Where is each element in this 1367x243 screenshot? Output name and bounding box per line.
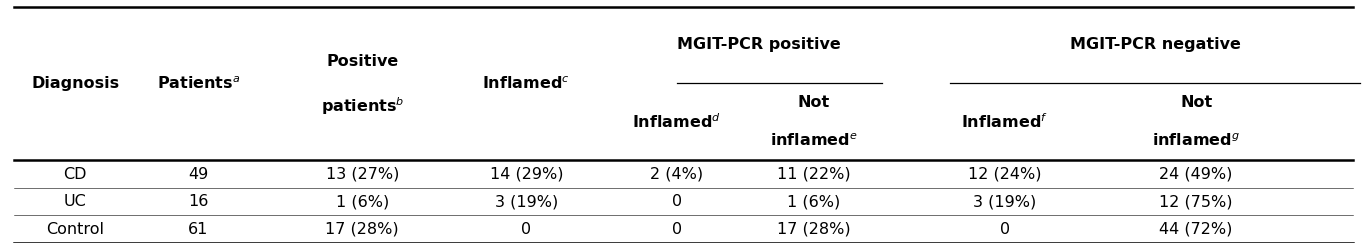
Text: inflamed$^{g}$: inflamed$^{g}$ [1152,133,1240,149]
Text: 17 (28%): 17 (28%) [776,222,850,237]
Text: 2 (4%): 2 (4%) [651,167,703,182]
Text: 14 (29%): 14 (29%) [489,167,563,182]
Text: Not: Not [1180,95,1213,110]
Text: Positive: Positive [327,54,398,69]
Text: 49: 49 [189,167,208,182]
Text: Diagnosis: Diagnosis [31,76,119,91]
Text: 1 (6%): 1 (6%) [787,194,839,209]
Text: UC: UC [64,194,86,209]
Text: Control: Control [46,222,104,237]
Text: Inflamed$^{d}$: Inflamed$^{d}$ [633,112,720,131]
Text: MGIT-PCR negative: MGIT-PCR negative [1070,37,1241,52]
Text: 0: 0 [521,222,532,237]
Text: 3 (19%): 3 (19%) [495,194,558,209]
Text: 44 (72%): 44 (72%) [1159,222,1233,237]
Text: MGIT-PCR positive: MGIT-PCR positive [677,37,841,52]
Text: 24 (49%): 24 (49%) [1159,167,1233,182]
Text: Inflamed$^{c}$: Inflamed$^{c}$ [483,76,570,92]
Text: 16: 16 [189,194,208,209]
Text: Patients$^{a}$: Patients$^{a}$ [157,76,239,92]
Text: inflamed$^{e}$: inflamed$^{e}$ [770,133,857,149]
Text: 3 (19%): 3 (19%) [973,194,1036,209]
Text: 0: 0 [671,194,682,209]
Text: 61: 61 [189,222,208,237]
Text: Not: Not [797,95,830,110]
Text: 0: 0 [999,222,1010,237]
Text: Inflamed$^{f}$: Inflamed$^{f}$ [961,112,1048,131]
Text: CD: CD [63,167,87,182]
Text: 1 (6%): 1 (6%) [336,194,388,209]
Text: 13 (27%): 13 (27%) [325,167,399,182]
Text: 12 (75%): 12 (75%) [1159,194,1233,209]
Text: 17 (28%): 17 (28%) [325,222,399,237]
Text: 11 (22%): 11 (22%) [776,167,850,182]
Text: 12 (24%): 12 (24%) [968,167,1042,182]
Text: 0: 0 [671,222,682,237]
Text: patients$^{b}$: patients$^{b}$ [320,95,405,117]
